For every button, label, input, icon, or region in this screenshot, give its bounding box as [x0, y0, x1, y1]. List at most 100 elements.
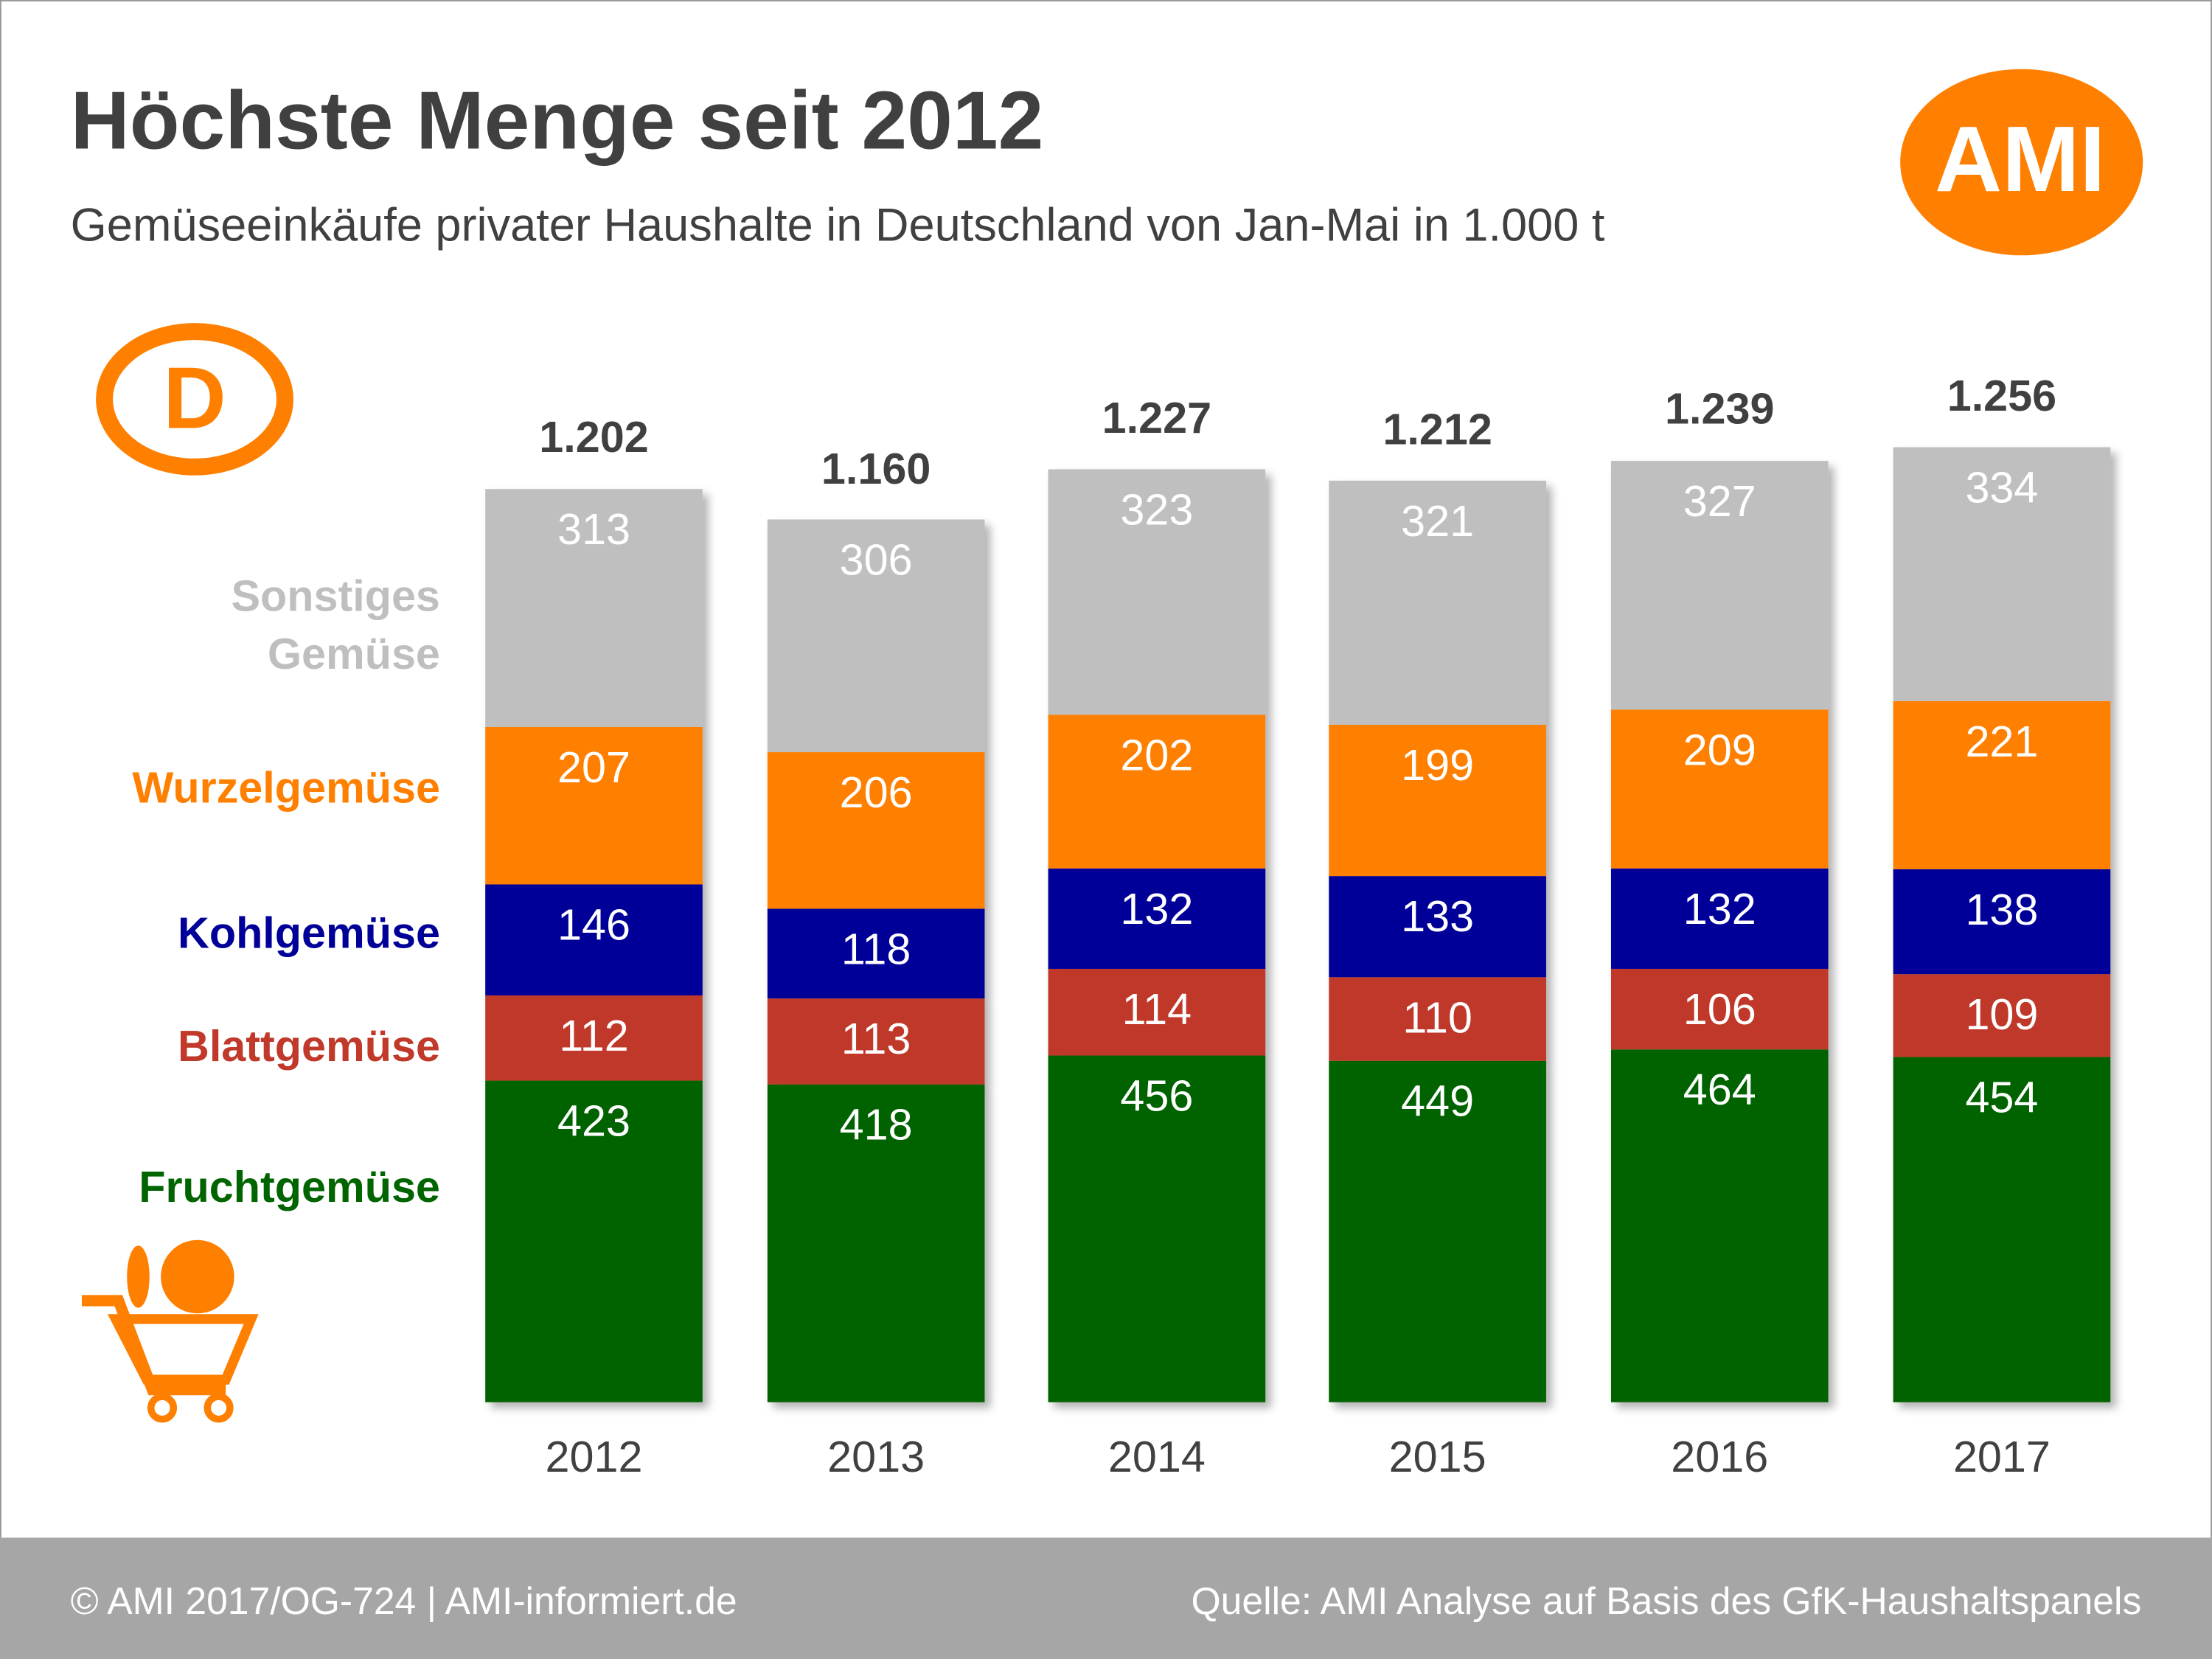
country-badge-text: D	[163, 349, 226, 447]
value-label: 221	[1965, 717, 2038, 766]
total-label: 1.227	[1102, 393, 1211, 442]
value-label: 456	[1120, 1071, 1193, 1121]
bar-segment	[1048, 714, 1266, 869]
total-label: 1.160	[821, 444, 931, 493]
bar-segment	[485, 489, 703, 728]
bar-stack	[1329, 480, 1546, 1402]
bar-segment	[1329, 1060, 1546, 1402]
legend-label: Wurzelgemüse	[132, 762, 440, 813]
value-label: 327	[1683, 476, 1756, 526]
legend-label: Fruchtgemüse	[139, 1161, 440, 1211]
bar-stack	[1893, 447, 2111, 1402]
value-label: 138	[1965, 885, 2038, 934]
bar-segment	[1329, 876, 1546, 978]
bar-segment	[1610, 709, 1829, 869]
value-label: 132	[1683, 884, 1756, 933]
bar-segment	[1893, 974, 2111, 1057]
value-label: 133	[1401, 891, 1474, 941]
legend-entry: Fruchtgemüse	[139, 1161, 440, 1211]
total-label: 1.239	[1665, 384, 1774, 434]
footer-band	[0, 1537, 2212, 1659]
value-label: 321	[1401, 496, 1474, 546]
logo-badge	[1900, 69, 2143, 256]
bar-segment	[1048, 968, 1266, 1056]
bar-segment	[1610, 1049, 1829, 1402]
value-label: 454	[1965, 1073, 2038, 1122]
bar-segment	[767, 519, 985, 753]
value-label: 112	[559, 1011, 629, 1060]
legend-entry: Kohlgemüse	[178, 908, 440, 958]
bar-segment	[1329, 480, 1546, 725]
total-label: 1.202	[539, 412, 648, 462]
value-label: 313	[557, 504, 630, 554]
value-label: 209	[1683, 725, 1756, 774]
legend-label: Blattgemüse	[177, 1020, 440, 1071]
bar-segment	[767, 752, 985, 909]
bar-segment	[485, 884, 703, 996]
bar-segment	[1610, 868, 1829, 969]
total-label: 1.256	[1947, 371, 2056, 420]
chart-subtitle: Gemüseeinkäufe privater Haushalte in Deu…	[71, 200, 1605, 251]
cart-icon	[81, 1239, 259, 1423]
bar-stack	[767, 519, 985, 1402]
bar-segment	[1610, 461, 1829, 710]
footer-left: © AMI 2017/OG-724 | AMI-informiert.de	[71, 1579, 737, 1622]
value-label: 418	[840, 1100, 913, 1150]
bar-segment	[1329, 977, 1546, 1061]
bar-stack	[485, 489, 703, 1402]
bar-segment	[1048, 868, 1266, 969]
value-label: 323	[1120, 484, 1193, 534]
bar-segment	[1048, 469, 1266, 715]
bar-segment	[767, 908, 985, 999]
value-label: 113	[841, 1014, 911, 1063]
bar-segment	[1610, 968, 1829, 1050]
country-badge	[96, 323, 293, 476]
bar-segment	[1893, 869, 2111, 975]
legend-label: Sonstiges Gemüse	[231, 571, 440, 679]
value-label: 114	[1122, 984, 1192, 1034]
value-label: 306	[840, 535, 913, 584]
value-label: 199	[1401, 740, 1474, 790]
legend-label: Kohlgemüse	[178, 908, 440, 958]
value-label: 106	[1683, 984, 1756, 1034]
value-label: 206	[840, 768, 913, 817]
x-tick-label: 2012	[546, 1432, 643, 1481]
bar-segment	[1893, 700, 2111, 869]
value-label: 423	[557, 1096, 630, 1146]
legend-entry: Wurzelgemüse	[132, 762, 440, 813]
value-label: 464	[1683, 1065, 1756, 1114]
value-label: 207	[557, 742, 630, 792]
value-label: 132	[1120, 884, 1193, 933]
value-label: 110	[1402, 992, 1472, 1042]
bar-segment	[1893, 1057, 2111, 1402]
bar-segment	[485, 1080, 703, 1402]
bar-segment	[485, 727, 703, 885]
x-tick-label: 2017	[1953, 1432, 2051, 1481]
logo-text: AMI	[1935, 107, 2105, 211]
legend-entry: Sonstiges Gemüse	[231, 571, 440, 679]
x-tick-label: 2014	[1108, 1432, 1206, 1481]
value-label: 109	[1965, 990, 2038, 1039]
value-label: 449	[1401, 1077, 1474, 1126]
value-label: 334	[1965, 462, 2038, 512]
bar-segment	[767, 998, 985, 1085]
footer-right: Quelle: AMI Analyse auf Basis des GfK-Ha…	[1192, 1579, 2142, 1622]
total-label: 1.212	[1382, 405, 1492, 454]
x-tick-label: 2013	[827, 1432, 925, 1481]
bar-stack	[1610, 461, 1829, 1402]
bar-stack	[1048, 469, 1266, 1402]
bar-segment	[1048, 1055, 1266, 1402]
value-label: 146	[557, 900, 630, 949]
bar-segment	[767, 1084, 985, 1402]
x-tick-label: 2016	[1671, 1432, 1768, 1481]
legend-entry: Blattgemüse	[177, 1020, 440, 1071]
value-label: 118	[841, 924, 911, 973]
chart-title: Höchste Menge seit 2012	[71, 75, 1044, 167]
x-tick-label: 2015	[1389, 1432, 1486, 1481]
value-label: 202	[1120, 730, 1193, 779]
bar-segment	[1329, 724, 1546, 877]
bar-segment	[1893, 447, 2111, 701]
bar-segment	[485, 995, 703, 1081]
